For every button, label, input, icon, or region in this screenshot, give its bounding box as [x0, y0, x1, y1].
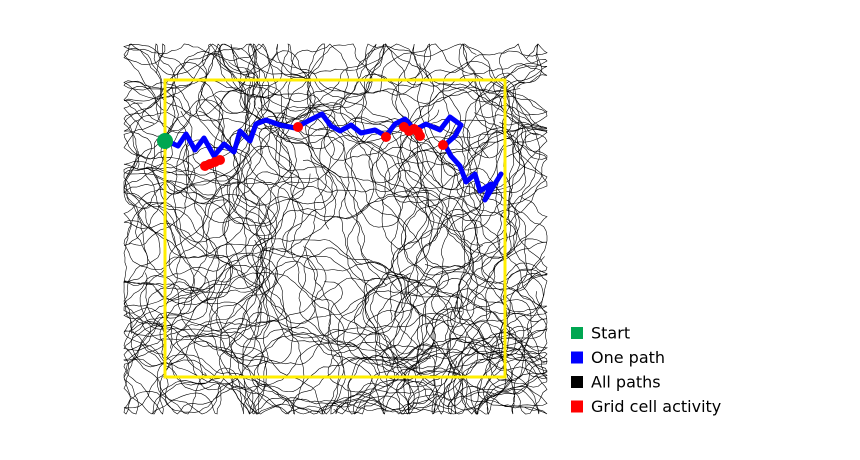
one-path [162, 111, 504, 203]
path-trace [159, 50, 463, 415]
legend-label: Grid cell activity [591, 397, 721, 416]
legend-label: One path [591, 348, 665, 367]
path-trace [157, 111, 548, 415]
spike [438, 140, 448, 150]
legend: Start One path All paths Grid cell activity [571, 324, 721, 416]
path-trace [123, 238, 462, 415]
path-trace [123, 277, 548, 415]
legend-swatch [571, 327, 583, 339]
path-trace [123, 43, 489, 246]
path-trace [381, 43, 548, 251]
path-trace [123, 43, 395, 415]
legend-label: All paths [591, 373, 661, 392]
spike [293, 122, 303, 132]
path-trace [123, 43, 477, 415]
spike [413, 127, 423, 137]
path-trace [229, 173, 548, 415]
path-trace [123, 130, 305, 415]
spike [381, 132, 391, 142]
path-trace [123, 43, 548, 193]
path-trace [123, 53, 345, 377]
path-trace [123, 43, 543, 352]
path-trace [239, 43, 548, 286]
path-trace [396, 88, 548, 415]
path-trace [123, 43, 450, 362]
path-trace [123, 106, 548, 415]
path-trace [123, 43, 327, 324]
path-trace [135, 43, 478, 338]
path-trace [220, 260, 548, 415]
spike [215, 155, 225, 165]
grid-cell-activity [200, 122, 448, 171]
path-trace [123, 43, 316, 415]
all-paths [123, 43, 548, 416]
legend-label: Start [591, 324, 630, 343]
legend-swatch [571, 400, 583, 413]
legend-swatch [571, 376, 583, 388]
inner-boundary [163, 78, 507, 379]
path-trace [230, 43, 548, 415]
path-trace [123, 138, 435, 415]
start-marker [157, 133, 173, 149]
path-trace [352, 256, 548, 415]
path-trace [123, 209, 548, 415]
path-trace [123, 62, 466, 415]
path-trace [123, 43, 462, 351]
path-trace [356, 112, 548, 415]
path-trace [123, 199, 412, 415]
path-trace [260, 43, 548, 246]
path-trace [123, 99, 527, 334]
legend-swatch [571, 351, 583, 364]
path-trace [379, 43, 548, 416]
path-trace [202, 79, 548, 415]
